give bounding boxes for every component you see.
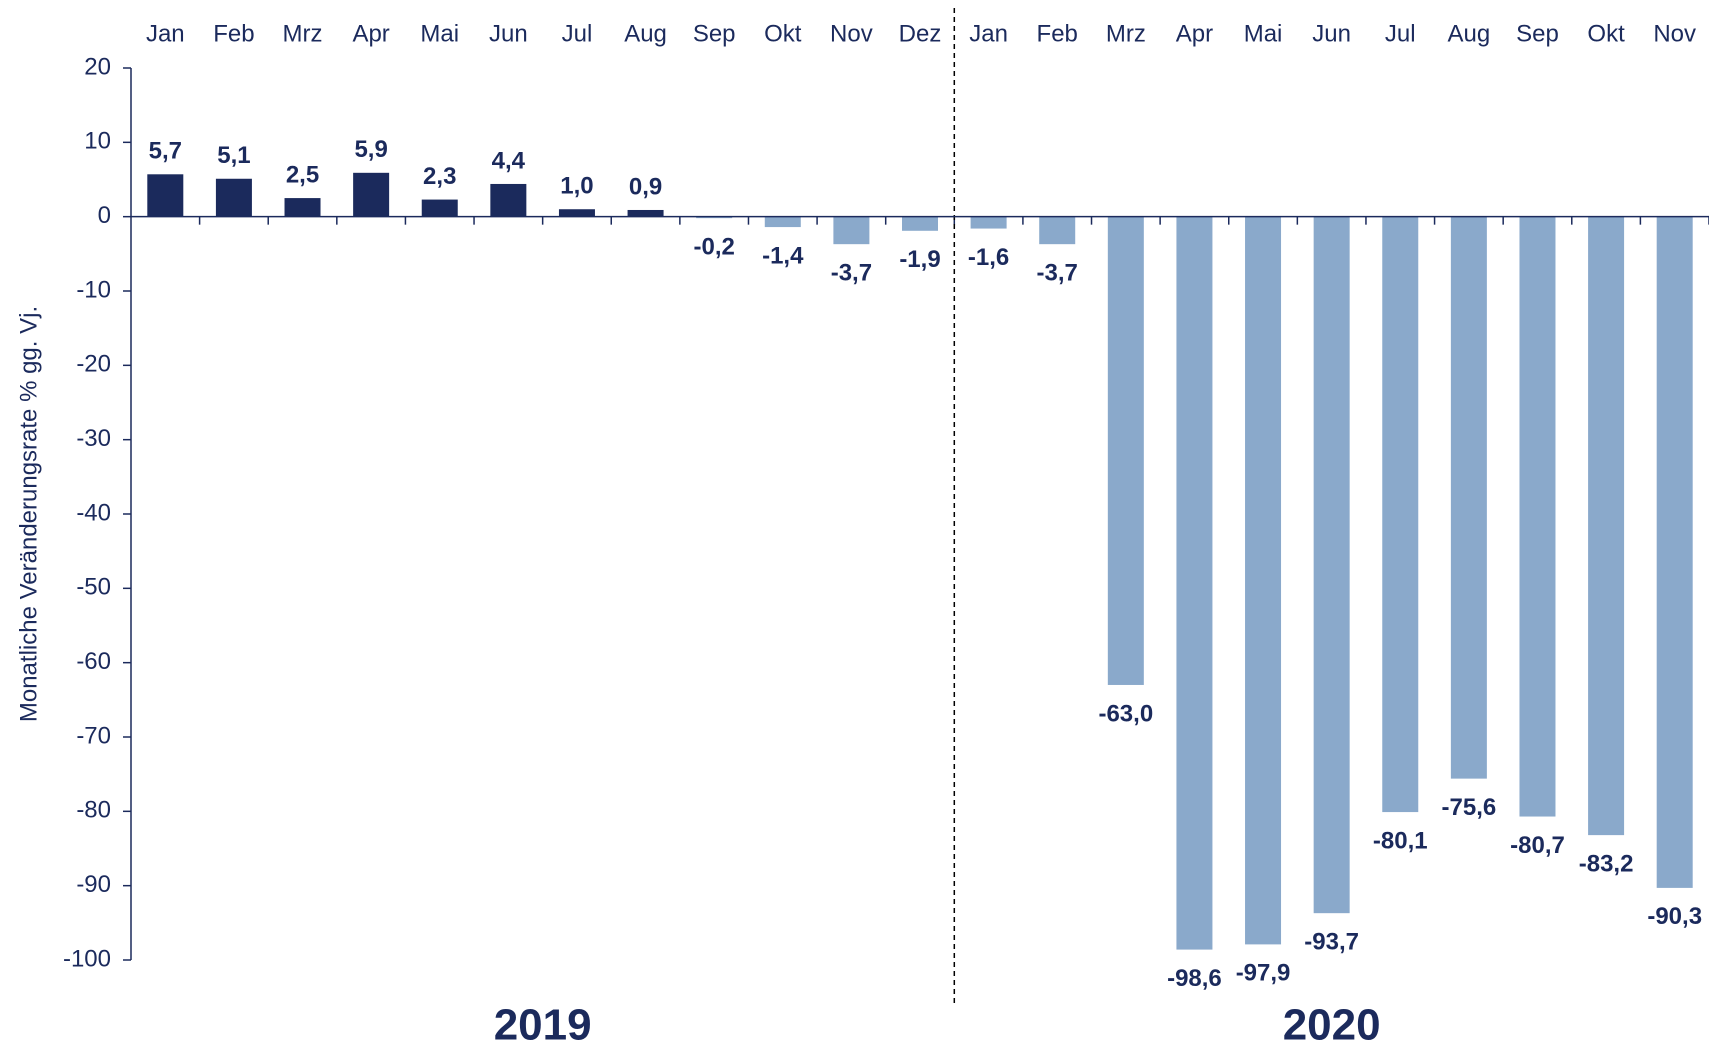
bar [215,178,252,217]
data-label: -98,6 [1167,965,1222,992]
data-label: 5,7 [149,138,182,165]
data-label: 1,0 [560,173,593,200]
bar [147,174,184,217]
y-axis-label: Monatliche Veränderungsrate % gg. Vj. [15,306,42,722]
data-label: 2,5 [286,161,319,188]
y-tick-label: -90 [76,871,111,898]
bar [1176,216,1213,950]
x-tick-label: Apr [352,20,389,47]
y-tick-label: -50 [76,574,111,601]
y-tick-label: -80 [76,797,111,824]
x-tick-label: Jul [1385,20,1416,47]
bar [1245,216,1282,945]
data-label: -1,4 [762,242,804,269]
x-tick-label: Mai [1244,20,1283,47]
x-tick-label: Jul [562,20,593,47]
y-tick-label: 20 [84,53,111,80]
data-label: -0,2 [693,233,734,260]
y-tick-label: -40 [76,499,111,526]
x-tick-label: Jan [146,20,185,47]
x-tick-label: Jun [1312,20,1351,47]
y-tick-label: -30 [76,425,111,452]
data-label: -1,6 [968,244,1009,271]
bar [1382,216,1419,813]
data-label: 5,1 [217,142,250,169]
y-tick-label: -100 [63,945,111,972]
group-label: 2019 [494,1001,592,1050]
x-tick-label: Mai [420,20,459,47]
x-tick-label: Aug [1448,20,1491,47]
data-label: -97,9 [1236,960,1291,987]
x-tick-label: Jun [489,20,528,47]
bar [764,216,801,228]
x-tick-label: Feb [213,20,254,47]
bar [1450,216,1487,779]
x-tick-label: Apr [1176,20,1213,47]
data-label: -75,6 [1442,794,1497,821]
x-tick-label: Nov [1653,20,1696,47]
x-tick-label: Okt [764,20,802,47]
data-label: -80,1 [1373,827,1428,854]
bar [1656,216,1693,888]
x-tick-label: Nov [830,20,873,47]
data-label: -83,2 [1579,850,1634,877]
data-label: 4,4 [492,147,526,174]
data-label: -80,7 [1510,832,1565,859]
y-tick-label: -20 [76,351,111,378]
bar [970,216,1007,229]
bar [1039,216,1076,245]
x-tick-label: Mrz [283,20,323,47]
data-label: -63,0 [1098,700,1153,727]
x-tick-label: Jan [969,20,1008,47]
y-tick-label: 0 [98,202,111,229]
y-tick-label: -60 [76,648,111,675]
data-label: -93,7 [1304,929,1359,956]
bar [1107,216,1144,685]
bar [902,216,938,231]
bar [284,198,321,217]
bar [490,183,527,217]
x-tick-label: Feb [1037,20,1078,47]
y-tick-label: -10 [76,276,111,303]
bar [1519,216,1556,817]
bar [421,199,458,217]
bar [1588,216,1625,836]
y-tick-label: -70 [76,722,111,749]
bar [558,209,595,217]
data-label: -3,7 [1037,260,1078,287]
group-label: 2020 [1283,1001,1381,1050]
bar [833,216,870,245]
x-tick-label: Sep [1516,20,1559,47]
data-label: 2,3 [423,163,456,190]
x-tick-label: Aug [624,20,667,47]
data-label: -1,9 [899,246,940,273]
data-label: -3,7 [831,260,872,287]
data-label: 5,9 [354,136,387,163]
x-tick-label: Sep [693,20,736,47]
bar [353,172,390,217]
data-label: 0,9 [629,173,662,200]
data-label: -90,3 [1647,903,1702,930]
bar [1313,216,1350,914]
y-tick-label: 10 [84,128,111,155]
x-tick-label: Mrz [1106,20,1146,47]
x-tick-label: Dez [899,20,942,47]
bar [627,209,664,217]
x-tick-label: Okt [1587,20,1625,47]
